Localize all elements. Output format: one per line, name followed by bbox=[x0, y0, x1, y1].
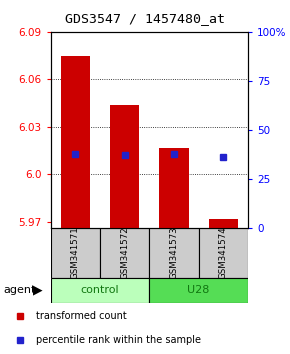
Bar bbox=[100, 228, 149, 278]
Bar bbox=[149, 278, 248, 303]
Text: GDS3547 / 1457480_at: GDS3547 / 1457480_at bbox=[65, 12, 225, 25]
Text: GSM341574: GSM341574 bbox=[219, 227, 228, 280]
Bar bbox=[51, 228, 100, 278]
Text: transformed count: transformed count bbox=[37, 312, 127, 321]
Bar bbox=[110, 105, 139, 228]
Text: agent: agent bbox=[3, 285, 35, 295]
Text: ▶: ▶ bbox=[33, 284, 43, 297]
Text: control: control bbox=[81, 285, 119, 295]
Text: GSM341571: GSM341571 bbox=[71, 227, 80, 280]
Text: percentile rank within the sample: percentile rank within the sample bbox=[37, 335, 202, 345]
Bar bbox=[149, 228, 199, 278]
Text: GSM341573: GSM341573 bbox=[169, 227, 179, 280]
Bar bbox=[159, 148, 189, 228]
Bar bbox=[199, 228, 248, 278]
Bar bbox=[61, 56, 90, 228]
Bar bbox=[51, 278, 149, 303]
Bar bbox=[209, 219, 238, 228]
Text: GSM341572: GSM341572 bbox=[120, 227, 129, 280]
Text: U28: U28 bbox=[187, 285, 210, 295]
